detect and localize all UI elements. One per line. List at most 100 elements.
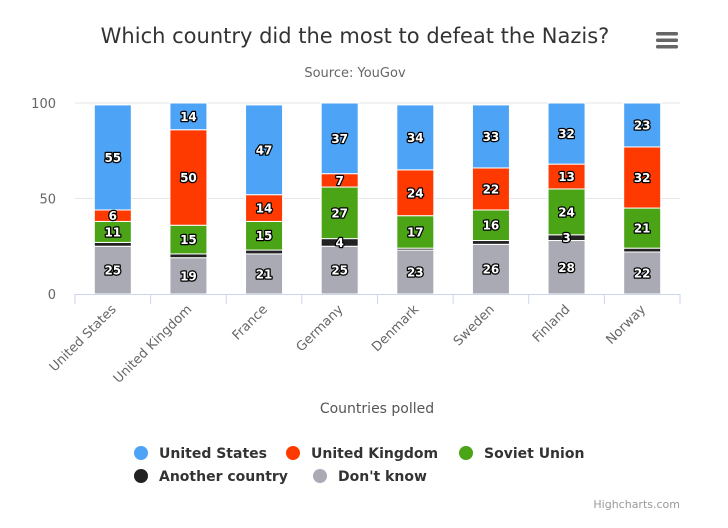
data-label: 22	[483, 182, 500, 196]
data-label: 7	[336, 174, 344, 188]
x-tick-label: Norway	[604, 302, 650, 348]
bar-segment[interactable]	[547, 102, 586, 165]
data-label: 16	[483, 219, 500, 233]
data-label: 23	[634, 118, 651, 132]
x-tick-label: United States	[47, 302, 120, 375]
legend: United States United Kingdom Soviet Union A…	[134, 446, 584, 485]
bar-segment[interactable]	[471, 104, 510, 169]
legend-label: Another country	[159, 469, 288, 485]
legend-item[interactable]: United States	[134, 446, 267, 462]
hamburger-menu-icon[interactable]	[650, 27, 684, 53]
bar-segment[interactable]	[245, 220, 284, 251]
data-label: 47	[256, 143, 273, 157]
x-tick-label: Finland	[530, 302, 573, 345]
data-label: 33	[483, 130, 500, 144]
bar-segment[interactable]	[547, 240, 586, 295]
bar-segment[interactable]	[245, 253, 284, 295]
data-label: 4	[336, 236, 344, 250]
data-label: 22	[634, 266, 651, 280]
data-label: 3	[562, 231, 570, 245]
data-label: 32	[558, 127, 575, 141]
data-label: 32	[634, 171, 651, 185]
data-label: 21	[634, 222, 651, 236]
x-tick-label: Sweden	[451, 302, 498, 349]
legend-label: Soviet Union	[484, 446, 584, 462]
data-label: 34	[407, 131, 424, 145]
bar-segment[interactable]	[471, 243, 510, 295]
legend-symbol	[134, 469, 148, 483]
data-label: 26	[483, 263, 500, 277]
data-label: 50	[180, 171, 197, 185]
data-labels: 25 11 6 55 19 15 50 14 21 15 14 47 25 4 27 7 37 23 17 24 34 2…	[103, 109, 652, 285]
legend-item[interactable]: Another country	[134, 469, 288, 485]
data-label: 11	[104, 225, 121, 239]
data-label: 14	[180, 110, 197, 124]
bar-segment[interactable]	[547, 163, 586, 190]
y-tick-label: 50	[39, 193, 56, 208]
bar-segment[interactable]	[93, 104, 132, 211]
chart-subtitle: Source: YouGov	[304, 66, 406, 81]
bar-segment[interactable]	[623, 146, 662, 209]
x-tick-label: United Kingdom	[111, 302, 195, 386]
data-label: 55	[104, 151, 121, 165]
data-label: 21	[256, 267, 273, 281]
bar-segment[interactable]	[623, 251, 662, 295]
legend-item[interactable]: United Kingdom	[286, 446, 438, 462]
legend-item[interactable]: Soviet Union	[459, 446, 584, 462]
legend-label: Don't know	[338, 469, 427, 485]
legend-symbol	[459, 446, 473, 460]
data-label: 19	[180, 269, 197, 283]
y-tick-label: 100	[31, 97, 56, 112]
bar-segment[interactable]	[169, 102, 208, 131]
data-label: 28	[558, 261, 575, 275]
bar-segment[interactable]	[245, 194, 284, 222]
data-label: 15	[256, 229, 273, 243]
data-label: 17	[407, 225, 424, 239]
data-label: 27	[331, 206, 348, 220]
bar-segment[interactable]	[169, 224, 208, 255]
bar-segment[interactable]	[396, 104, 435, 171]
bars	[93, 102, 662, 295]
data-label: 6	[109, 209, 117, 223]
legend-symbol	[313, 469, 327, 483]
data-label: 24	[558, 205, 575, 219]
legend-symbol	[286, 446, 300, 460]
data-label: 25	[331, 264, 348, 278]
y-tick-label: 0	[48, 288, 56, 303]
grid	[75, 102, 680, 199]
chart-title: Which country did the most to defeat the…	[101, 24, 610, 48]
bar-segment[interactable]	[396, 215, 435, 249]
bar-segment[interactable]	[623, 247, 662, 253]
bar-segment[interactable]	[471, 240, 510, 245]
x-tick-label: France	[230, 302, 271, 343]
legend-label: United Kingdom	[311, 446, 438, 462]
credits-link[interactable]: Highcharts.com	[593, 498, 680, 511]
bar-segment[interactable]	[245, 249, 284, 255]
data-label: 25	[104, 264, 121, 278]
bar-segment[interactable]	[169, 253, 208, 259]
data-label: 23	[407, 266, 424, 280]
bar-segment[interactable]	[93, 241, 132, 247]
x-axis-title: Countries polled	[320, 401, 434, 417]
legend-item[interactable]: Don't know	[313, 469, 427, 485]
data-label: 24	[407, 186, 424, 200]
data-label: 15	[180, 233, 197, 247]
data-label: 13	[558, 170, 575, 184]
data-label: 37	[331, 132, 348, 146]
bar-segment[interactable]	[320, 102, 359, 175]
bar-segment[interactable]	[320, 186, 359, 240]
legend-symbol	[134, 446, 148, 460]
bar-segment[interactable]	[169, 129, 208, 226]
bar-segment[interactable]	[320, 245, 359, 295]
bar-segment[interactable]	[396, 169, 435, 217]
x-tick-label: Germany	[294, 302, 347, 355]
data-label: 14	[256, 202, 273, 216]
bar-segment[interactable]	[623, 102, 662, 148]
bar-segment[interactable]	[396, 249, 435, 295]
bar-segment[interactable]	[93, 245, 132, 295]
x-tick-label: Denmark	[369, 302, 422, 355]
legend-label: United States	[159, 446, 267, 462]
bar-segment[interactable]	[245, 104, 284, 196]
